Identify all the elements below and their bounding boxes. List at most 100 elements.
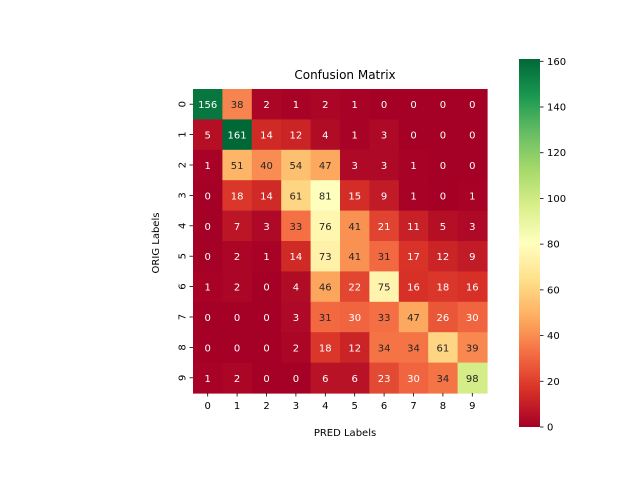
heatmap-cell-6-6 — [369, 271, 400, 303]
cell-value-9-1: 2 — [234, 374, 240, 385]
cell-value-4-7: 11 — [407, 222, 420, 233]
cell-value-3-0: 0 — [205, 191, 211, 202]
heatmap-cell-4-8 — [428, 210, 459, 242]
cell-value-3-5: 15 — [348, 191, 361, 202]
x-tick-label-9: 9 — [469, 401, 475, 412]
heatmap-cell-7-0 — [193, 301, 223, 333]
heatmap-cell-3-3 — [281, 180, 312, 212]
cell-value-2-0: 1 — [205, 161, 211, 172]
heatmap-cell-6-4 — [310, 271, 341, 303]
heatmap-cell-5-3 — [281, 241, 312, 272]
x-tick-label-6: 6 — [381, 401, 387, 412]
cell-value-1-3: 12 — [290, 131, 303, 142]
heatmap-cell-7-9 — [457, 301, 488, 333]
heatmap-cell-4-5 — [340, 210, 370, 242]
cell-value-8-6: 34 — [378, 343, 391, 354]
cell-value-5-7: 17 — [407, 252, 420, 263]
cell-value-7-5: 30 — [348, 313, 361, 324]
cell-value-7-2: 0 — [263, 313, 269, 324]
cell-value-0-4: 2 — [322, 100, 328, 111]
cell-value-4-1: 7 — [234, 222, 240, 233]
heatmap-cell-7-4 — [310, 301, 341, 333]
cell-value-4-4: 76 — [319, 222, 332, 233]
heatmap-cell-2-9 — [457, 149, 488, 181]
cell-value-2-8: 0 — [440, 161, 446, 172]
cell-value-1-6: 3 — [381, 131, 387, 142]
colorbar-tick-label-2: 40 — [547, 331, 560, 342]
colorbar-tick-label-7: 140 — [547, 103, 566, 114]
x-tick-label-1: 1 — [234, 401, 240, 412]
heatmap-cell-3-7 — [398, 180, 429, 212]
cell-value-0-2: 2 — [263, 100, 269, 111]
heatmap-cell-8-1 — [222, 332, 253, 364]
y-tick-label-9: 9 — [178, 375, 189, 381]
cell-value-3-4: 81 — [319, 191, 332, 202]
x-tick-label-0: 0 — [205, 401, 211, 412]
heatmap-cell-2-1 — [222, 149, 253, 181]
heatmap-cell-2-6 — [369, 149, 400, 181]
cell-value-1-7: 0 — [410, 131, 416, 142]
heatmap-cell-7-1 — [222, 301, 253, 333]
heatmap-cell-2-5 — [340, 149, 370, 181]
cell-value-6-6: 75 — [378, 283, 391, 294]
x-axis-ticks: 0 1 2 3 4 5 6 7 8 9 — [205, 393, 475, 412]
heatmap-cells: 156 38 2 1 2 1 0 0 0 05 161 14 12 4 1 3 0 0 01 51 40 54 47 3 3 1 0… — [193, 89, 488, 394]
heatmap-cell-0-1 — [222, 89, 253, 120]
x-tick-label-8: 8 — [440, 401, 446, 412]
cell-value-4-9: 3 — [469, 222, 475, 233]
cell-value-0-1: 38 — [231, 100, 244, 111]
cell-value-2-7: 1 — [410, 161, 416, 172]
y-tick-label-5: 5 — [178, 253, 189, 259]
cell-value-0-0: 156 — [198, 100, 217, 111]
heatmap-cell-9-4 — [310, 362, 341, 394]
x-tick-label-7: 7 — [410, 401, 416, 412]
x-tick-label-3: 3 — [293, 401, 299, 412]
heatmap-cell-3-5 — [340, 180, 370, 212]
cell-value-2-3: 54 — [290, 161, 303, 172]
heatmap-cell-5-2 — [251, 241, 282, 272]
y-tick-label-1: 1 — [178, 131, 189, 137]
cell-value-3-7: 1 — [410, 191, 416, 202]
heatmap-cell-6-1 — [222, 271, 253, 303]
heatmap-cell-9-1 — [222, 362, 253, 394]
cell-value-5-3: 14 — [290, 252, 303, 263]
cell-value-0-8: 0 — [440, 100, 446, 111]
cell-value-7-0: 0 — [205, 313, 211, 324]
heatmap-cell-3-0 — [193, 180, 223, 212]
x-tick-label-2: 2 — [263, 401, 269, 412]
cell-value-1-2: 14 — [260, 131, 273, 142]
heatmap-cell-1-1 — [222, 119, 253, 151]
heatmap-cell-4-7 — [398, 210, 429, 242]
heatmap-cell-6-5 — [340, 271, 370, 303]
cell-value-3-9: 1 — [469, 191, 475, 202]
heatmap-cell-6-3 — [281, 271, 312, 303]
cell-value-8-2: 0 — [263, 343, 269, 354]
colorbar-tick-label-0: 0 — [547, 423, 553, 434]
heatmap-cell-1-7 — [398, 119, 429, 151]
y-tick-label-0: 0 — [178, 101, 189, 107]
y-tick-label-3: 3 — [178, 192, 189, 198]
heatmap-cell-5-8 — [428, 241, 459, 272]
cell-value-9-6: 23 — [378, 374, 391, 385]
cell-value-6-5: 22 — [348, 283, 361, 294]
cell-value-3-2: 14 — [260, 191, 273, 202]
cell-value-2-5: 3 — [352, 161, 358, 172]
heatmap-cell-1-4 — [310, 119, 341, 151]
cell-value-5-5: 41 — [348, 252, 361, 263]
cell-value-2-1: 51 — [231, 161, 244, 172]
heatmap-cell-8-3 — [281, 332, 312, 364]
heatmap-cell-0-5 — [340, 89, 370, 120]
cell-value-2-2: 40 — [260, 161, 273, 172]
heatmap-cell-5-9 — [457, 241, 488, 272]
heatmap-cell-5-5 — [340, 241, 370, 272]
heatmap-cell-7-7 — [398, 301, 429, 333]
heatmap-cell-1-3 — [281, 119, 312, 151]
cell-value-6-2: 0 — [263, 283, 269, 294]
cell-value-5-6: 31 — [378, 252, 391, 263]
heatmap-cell-4-1 — [222, 210, 253, 242]
heatmap-cell-0-8 — [428, 89, 459, 120]
y-tick-label-7: 7 — [178, 314, 189, 320]
heatmap-cell-3-8 — [428, 180, 459, 212]
colorbar: 0 20 40 60 80 100 120 140 160 — [519, 57, 566, 434]
